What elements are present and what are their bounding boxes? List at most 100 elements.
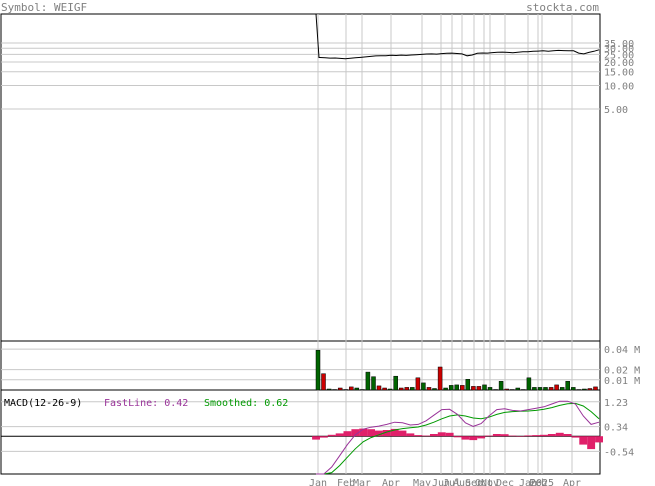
macd-histogram-bar xyxy=(524,435,533,437)
volume-bar xyxy=(404,387,410,391)
month-tick-label: Sep xyxy=(465,478,483,486)
volume-bar xyxy=(571,387,576,391)
volume-bar xyxy=(387,388,393,391)
macd-histogram-bar xyxy=(453,436,462,438)
macd-histogram-bar xyxy=(351,429,360,437)
volume-bar xyxy=(532,387,537,391)
macd-histogram-bar xyxy=(327,434,336,437)
volume-bar xyxy=(421,382,426,391)
volume-bar xyxy=(587,388,593,391)
volume-bar xyxy=(376,385,382,391)
volume-bar xyxy=(426,387,432,391)
price-tick-label: 35.00 xyxy=(604,39,634,50)
volume-bar xyxy=(398,387,404,391)
price-tick-label: 25.00 xyxy=(604,50,634,61)
month-tick-label: Jun xyxy=(432,478,450,486)
macd-histogram-bar xyxy=(367,429,375,437)
month-tick-label: Nov xyxy=(481,478,499,486)
volume-bar xyxy=(593,386,598,391)
volume-tick-label: 0.01 M xyxy=(604,376,640,387)
macd-histogram-bar xyxy=(540,434,548,437)
macd-histogram-bar xyxy=(406,433,415,437)
macd-histogram-bar xyxy=(485,435,493,437)
month-tick-label: Jan xyxy=(519,478,537,486)
macd-histogram-bar xyxy=(477,436,486,439)
macd-histogram-bar xyxy=(437,432,446,437)
macd-histogram-bar xyxy=(359,428,368,437)
volume-bar xyxy=(393,375,398,391)
volume-bar xyxy=(576,389,582,391)
volume-bar xyxy=(448,385,454,391)
month-tick-label: Aug xyxy=(453,478,471,486)
month-tick-label: Feb xyxy=(337,478,355,486)
month-tick-label: Mar xyxy=(353,478,371,486)
panel-frame-1 xyxy=(0,340,601,391)
grid-lines xyxy=(1,14,600,474)
macd-fast-label: FastLine: 0.42 xyxy=(104,398,188,409)
volume-bar xyxy=(548,387,554,391)
volume-bar xyxy=(343,389,348,391)
macd-histogram-bar xyxy=(445,432,454,437)
macd-tick-label: 1.23 xyxy=(604,398,628,409)
volume-bar xyxy=(559,387,565,391)
volume-tick-label: 0.04 M xyxy=(604,345,640,356)
volume-bar xyxy=(349,386,354,391)
month-tick-label: Apr xyxy=(563,478,581,486)
macd-histogram-bar xyxy=(382,430,391,437)
symbol-label: Symbol: WEIGF xyxy=(1,1,87,14)
month-tick-label: Jul xyxy=(443,478,461,486)
volume-bar xyxy=(460,385,465,391)
macd-histogram-bar xyxy=(461,436,470,440)
volume-bar xyxy=(437,366,443,391)
macd-histogram-bar xyxy=(587,436,596,450)
macd-histogram-bar xyxy=(343,431,352,437)
volume-bar xyxy=(487,387,493,391)
price-tick-label: 15.00 xyxy=(604,68,634,79)
price-line xyxy=(315,13,600,60)
month-tick-label: Feb xyxy=(529,478,547,486)
price-tick-label: 5.00 xyxy=(604,105,628,116)
volume-bar xyxy=(526,377,532,391)
volume-bar xyxy=(471,386,476,391)
macd-histogram-bar xyxy=(563,434,572,437)
macd-histogram-bar xyxy=(390,428,399,437)
macd-histogram-bar xyxy=(312,436,320,440)
month-tick-label: Apr xyxy=(382,478,400,486)
macd-panel xyxy=(1,400,603,475)
volume-bar xyxy=(382,387,387,391)
volume-bar xyxy=(443,387,448,391)
volume-bar xyxy=(521,389,526,391)
macd-histogram-bar xyxy=(430,434,438,437)
month-tick-label: 2025 xyxy=(530,478,554,486)
volume-bar xyxy=(476,386,482,391)
volume-bar xyxy=(465,379,471,391)
volume-bar xyxy=(415,377,421,391)
volume-bar xyxy=(498,381,504,391)
macd-fast-line xyxy=(316,400,600,475)
volume-bar xyxy=(509,389,515,391)
volume-bar xyxy=(543,387,548,391)
month-tick-label: Oct xyxy=(475,478,493,486)
price-tick-label: 20.00 xyxy=(604,58,634,69)
volume-bar xyxy=(360,389,365,391)
macd-smooth-label: Smoothed: 0.62 xyxy=(204,398,288,409)
volume-bar xyxy=(482,384,487,391)
macd-histogram-bar xyxy=(579,436,588,445)
price-tick-label: 10.00 xyxy=(604,81,634,92)
macd-histogram-bar xyxy=(500,434,509,437)
panel-frame-0 xyxy=(0,13,601,342)
macd-histogram-bar xyxy=(398,430,407,437)
volume-bar xyxy=(410,387,415,391)
macd-histogram-bar xyxy=(532,435,541,437)
volume-bar xyxy=(365,371,371,391)
macd-histogram-bar xyxy=(547,434,556,437)
macd-histogram-bar xyxy=(516,436,525,437)
volume-bar xyxy=(515,387,521,391)
price-panel xyxy=(315,13,600,60)
macd-title: MACD(12-26-9) xyxy=(4,398,82,409)
macd-histogram-bar xyxy=(422,435,430,437)
volume-bar xyxy=(371,376,376,391)
month-tick-label: May xyxy=(413,478,431,486)
